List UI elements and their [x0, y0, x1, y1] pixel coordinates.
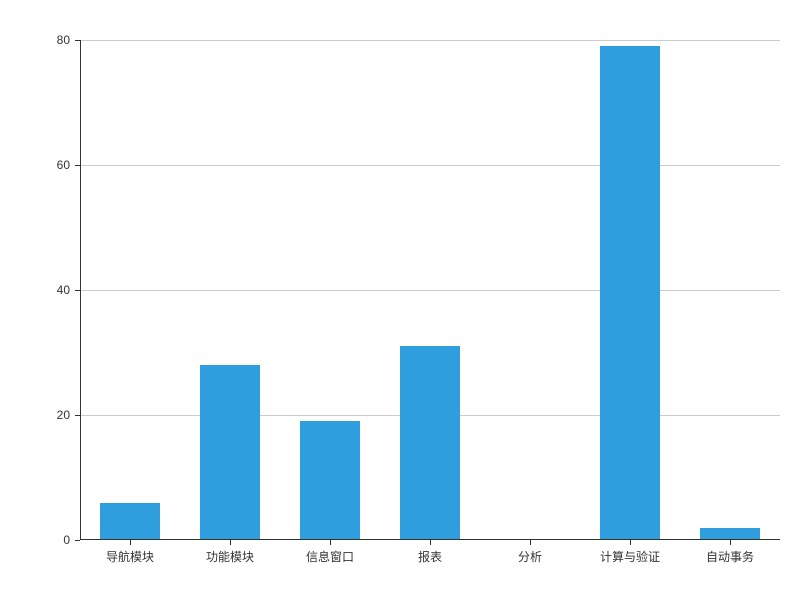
- x-axis-tick: [230, 540, 231, 545]
- y-axis-tick: [75, 540, 80, 541]
- y-axis-tick-label: 60: [10, 158, 70, 172]
- bar: [100, 503, 160, 541]
- grid-line: [80, 165, 780, 166]
- y-axis-line: [80, 40, 81, 540]
- x-axis-tick-label: 自动事务: [706, 548, 754, 565]
- y-axis-tick-label: 80: [10, 33, 70, 47]
- y-axis-tick-label: 40: [10, 283, 70, 297]
- x-axis-tick: [330, 540, 331, 545]
- bar: [600, 46, 660, 540]
- x-axis-tick: [730, 540, 731, 545]
- x-axis-tick-label: 计算与验证: [600, 548, 660, 565]
- x-axis-tick-label: 分析: [518, 548, 542, 565]
- x-axis-tick-label: 功能模块: [206, 548, 254, 565]
- x-axis-tick-label: 报表: [418, 548, 442, 565]
- y-axis-tick-label: 0: [10, 533, 70, 547]
- x-axis-tick: [530, 540, 531, 545]
- plot-area: 020406080导航模块功能模块信息窗口报表分析计算与验证自动事务: [80, 40, 780, 540]
- bar-chart: 0 20 40 60 80 导航模块 功能模块 信息窗口 报表 分析 计算与验证 自动事务: [0, 0, 800, 600]
- bar: [400, 346, 460, 540]
- y-axis-tick: [75, 165, 80, 166]
- x-axis-tick-label: 导航模块: [106, 548, 154, 565]
- x-axis-tick: [630, 540, 631, 545]
- grid-line: [80, 290, 780, 291]
- x-axis-tick-label: 信息窗口: [306, 548, 354, 565]
- y-axis-tick-label: 20: [10, 408, 70, 422]
- y-axis-tick: [75, 415, 80, 416]
- grid-line: [80, 40, 780, 41]
- x-axis-tick: [130, 540, 131, 545]
- x-axis-tick: [430, 540, 431, 545]
- bar: [300, 421, 360, 540]
- y-axis-tick: [75, 40, 80, 41]
- y-axis-tick: [75, 290, 80, 291]
- bar: [200, 365, 260, 540]
